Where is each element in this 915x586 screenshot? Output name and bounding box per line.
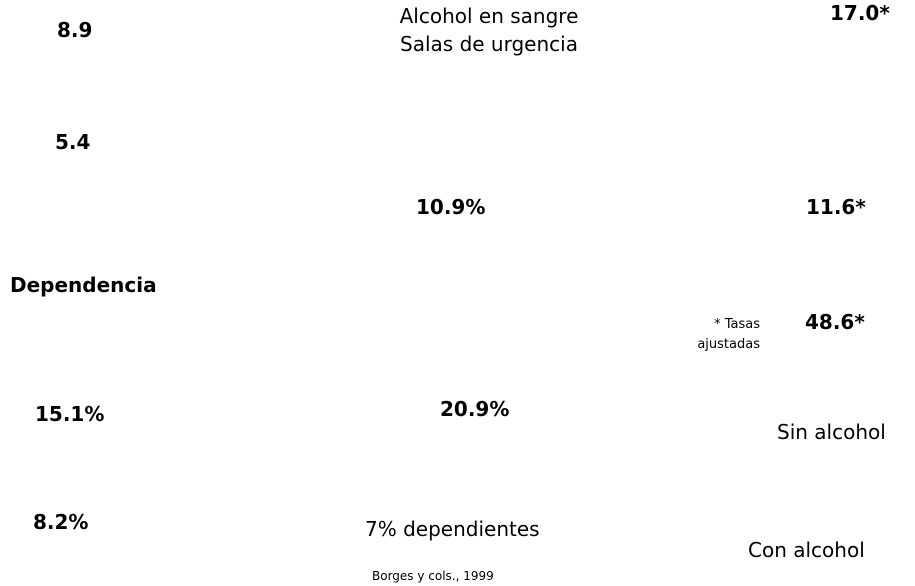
- title-line: Salas de urgencia: [400, 32, 578, 56]
- figure: 10.9%: [416, 195, 486, 219]
- note-line: ajustadas: [697, 337, 760, 352]
- label: Sin alcohol: [777, 420, 886, 444]
- note-line: * Tasas: [714, 317, 760, 332]
- source: Borges y cols., 1999: [372, 569, 494, 583]
- figure: 5.4: [55, 130, 91, 154]
- figure: 48.6*: [805, 310, 865, 334]
- figure: 17.0*: [830, 1, 890, 25]
- label: Con alcohol: [748, 538, 865, 562]
- figure: 11.6*: [806, 195, 866, 219]
- section-label: Dependencia: [10, 273, 157, 297]
- figure: 8.9: [57, 18, 93, 42]
- figure: 8.2%: [33, 510, 89, 534]
- label: 7% dependientes: [365, 517, 540, 541]
- figure: 15.1%: [35, 402, 105, 426]
- title-line: Alcohol en sangre: [399, 4, 579, 28]
- figure: 20.9%: [440, 397, 510, 421]
